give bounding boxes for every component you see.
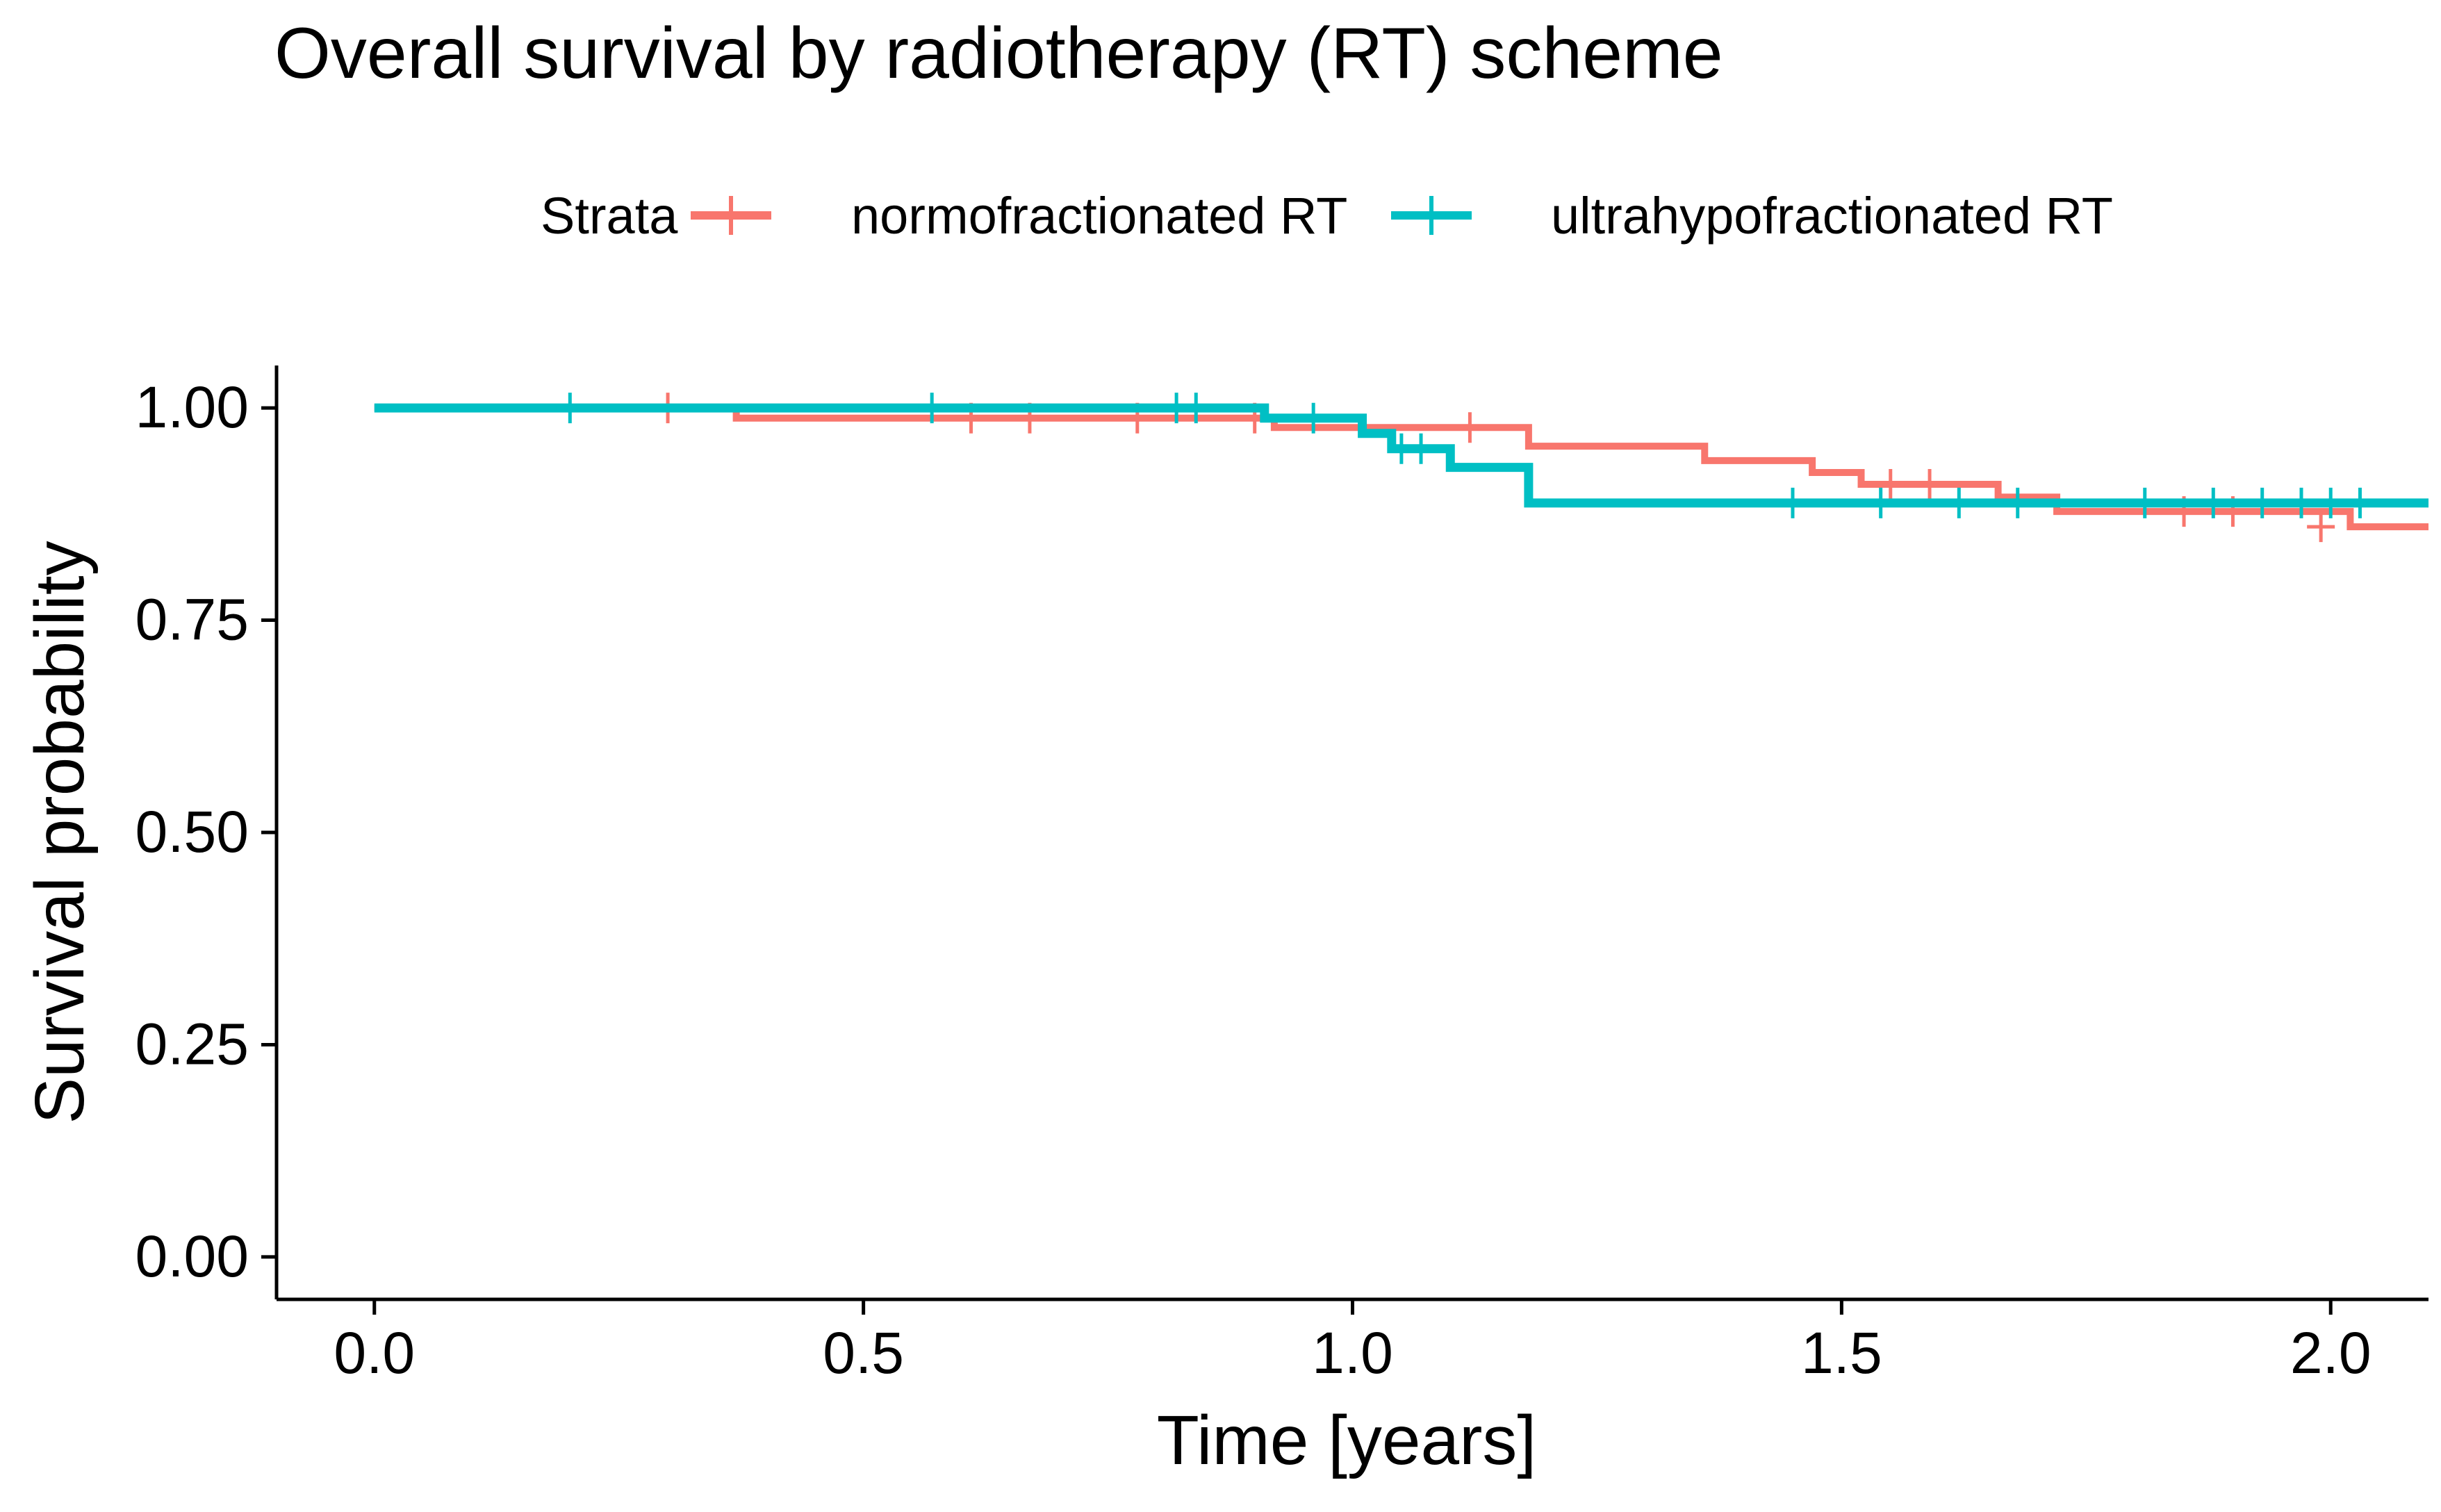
series-ultrahypofractionated: [374, 393, 2428, 518]
censor-mark: [2248, 487, 2276, 518]
x-tick-label: 2.0: [2290, 1320, 2372, 1386]
censor-mark: [1407, 433, 1436, 464]
y-tick-label: 0.50: [135, 799, 249, 864]
y-axis-ticks: 0.00 0.25 0.50 0.75 1.00: [135, 375, 277, 1289]
series-layer: [374, 393, 2428, 543]
censor-mark: [1182, 393, 1210, 424]
censor-mark: [2287, 487, 2315, 518]
legend-label-normofractionated: normofractionated RT: [851, 187, 1347, 245]
legend-label-ultrahypofractionated: ultrahypofractionated RT: [1551, 187, 2113, 245]
y-axis-title: Survival probability: [21, 541, 99, 1124]
legend: Strata normofractionated RT ultrahypofra…: [541, 187, 2113, 245]
censor-mark: [1866, 487, 1895, 518]
censor-mark: [1876, 469, 1905, 500]
censor-mark: [1456, 412, 1484, 443]
chart-title: Overall survival by radiotherapy (RT) sc…: [274, 13, 1723, 94]
censor-mark: [2003, 487, 2032, 518]
plot-area: 0.00 0.25 0.50 0.75 1.00 0.0 0.5 1.0 1.5 2.0: [135, 365, 2428, 1386]
censor-mark: [2199, 487, 2228, 518]
x-axis-title: Time [years]: [1157, 1402, 1536, 1479]
censor-mark: [2307, 511, 2335, 543]
legend-key-ultrahypofractionated: [1391, 196, 1472, 235]
censor-mark: [2346, 487, 2374, 518]
y-tick-label: 0.00: [135, 1224, 249, 1289]
censor-mark: [1916, 469, 1944, 500]
censor-mark: [1945, 487, 1973, 518]
x-axis-ticks: 0.0 0.5 1.0 1.5 2.0: [334, 1299, 2372, 1386]
censor-mark: [2130, 487, 2159, 518]
survival-curve-ultrahypofractionated: [374, 403, 2428, 508]
censor-mark: [918, 393, 946, 424]
censor-mark: [556, 393, 584, 424]
legend-title: Strata: [541, 187, 678, 245]
y-tick-label: 0.75: [135, 587, 249, 652]
y-tick-label: 0.25: [135, 1011, 249, 1076]
legend-key-normofractionated: [691, 196, 771, 235]
censor-mark: [1778, 487, 1807, 518]
survival-curve-normofractionated: [374, 404, 2428, 531]
y-tick-label: 1.00: [135, 375, 249, 440]
x-tick-label: 1.5: [1801, 1320, 1882, 1386]
censor-mark: [2317, 487, 2345, 518]
x-tick-label: 1.0: [1312, 1320, 1393, 1386]
censor-mark: [1299, 402, 1328, 434]
x-tick-label: 0.5: [823, 1320, 904, 1386]
series-normofractionated: [374, 393, 2428, 543]
x-tick-label: 0.0: [334, 1320, 415, 1386]
